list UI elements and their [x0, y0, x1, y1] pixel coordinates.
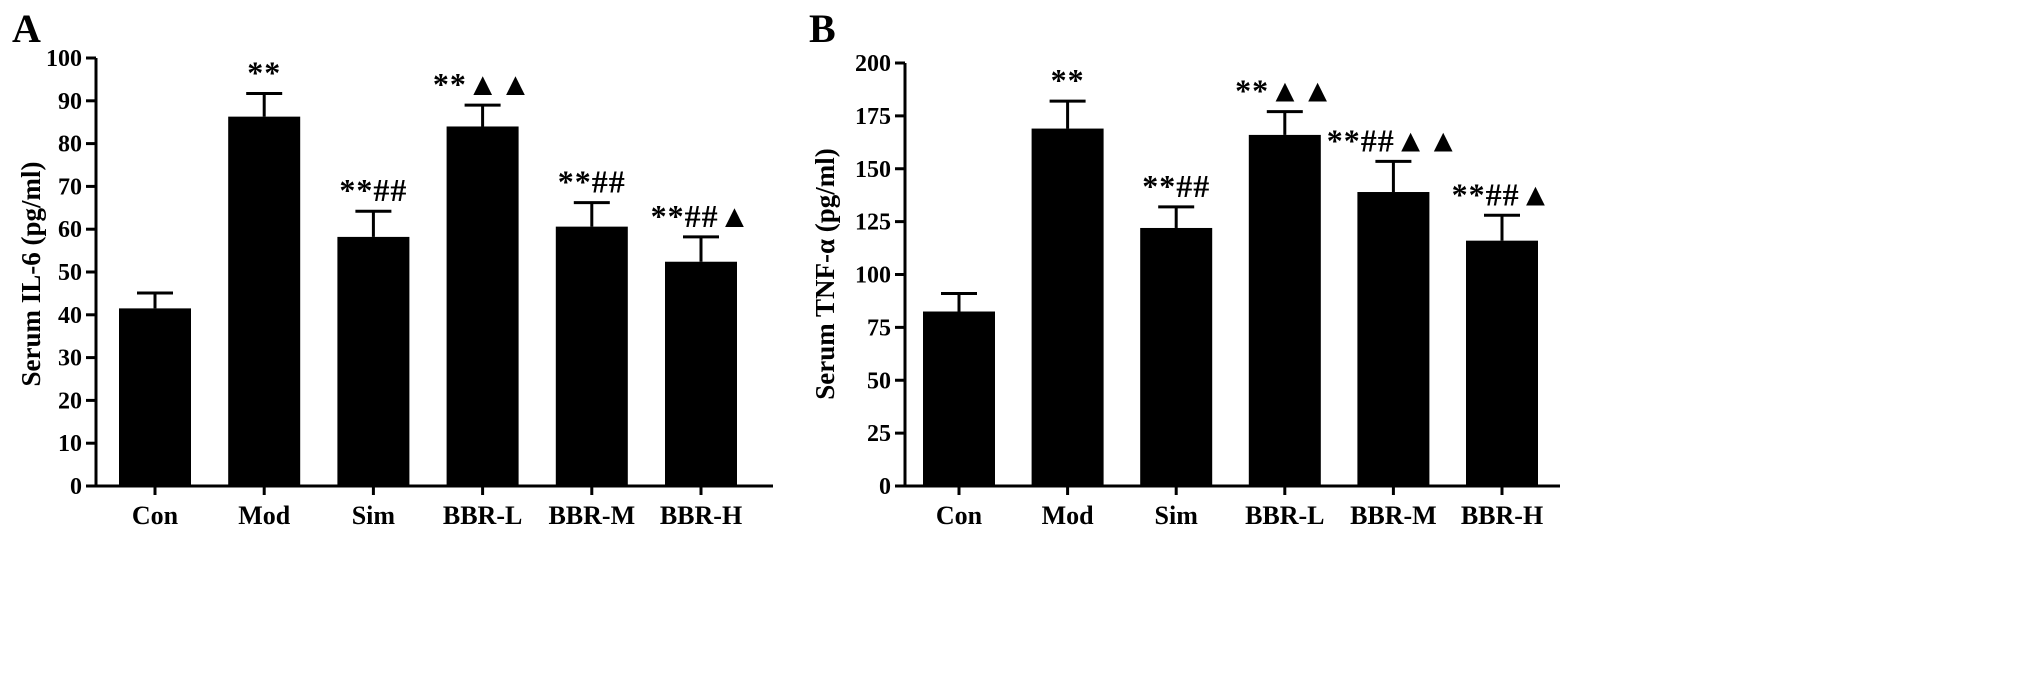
- panel-b-y-tick-label: 0: [879, 474, 891, 500]
- panel-b-y-tick-label: 200: [855, 51, 891, 77]
- panel-b-significance-label: **▲▲: [1235, 73, 1334, 109]
- panel-a-category-label: BBR-M: [548, 501, 635, 530]
- panel-b-y-tick-label: 25: [867, 421, 891, 447]
- panel-b-y-tick-label: 150: [855, 157, 891, 183]
- panel-a-y-tick-label: 60: [58, 217, 82, 243]
- panel-a-bar-bbr-m: [555, 226, 628, 486]
- panel-a-y-tick-label: 100: [46, 46, 82, 72]
- panel-b-bar-bbr-m: [1357, 192, 1430, 486]
- panel-a-y-tick-label: 20: [58, 388, 82, 414]
- panel-a-significance-label: **: [247, 55, 281, 91]
- panel-b-y-axis-label: Serum TNF-α (pg/ml): [810, 148, 840, 400]
- panel-b-bar-bbr-l: [1248, 134, 1321, 486]
- panel-a-bar-sim: [337, 236, 410, 486]
- panel-b-y-tick-label: 50: [867, 368, 891, 394]
- panel-a-category-label: BBR-L: [443, 501, 522, 530]
- panel-a-axes: 0 10 20 30 40 50 60 70 80 90 100 Con Mod Sim BBR-L BBR-…: [46, 46, 773, 530]
- panel-b-significance-label: **##▲: [1452, 176, 1553, 212]
- panel-b-y-tick-label: 125: [855, 210, 891, 236]
- panel-b-bar-sim: [1140, 227, 1213, 486]
- panel-a-y-tick-label: 0: [70, 474, 82, 500]
- panel-b-y-tick-label: 175: [855, 104, 891, 130]
- panel-a-significance-label: **##▲: [651, 198, 752, 234]
- panel-a-y-tick-label: 80: [58, 132, 82, 158]
- panel-b-category-label: Mod: [1042, 501, 1095, 530]
- panel-a-y-tick-label: 30: [58, 346, 82, 372]
- panel-b-letter: B: [809, 6, 836, 51]
- panel-a-y-axis-label: Serum IL-6 (pg/ml): [16, 162, 46, 387]
- panel-b-category-label: Sim: [1155, 501, 1199, 530]
- panel-b-significance-label: **##▲▲: [1327, 122, 1460, 158]
- panel-a-y-tick-label: 70: [58, 174, 82, 200]
- panel-a-bars: ** **## **▲▲ **## **##▲: [119, 55, 752, 487]
- panel-a-bar-bbr-h: [665, 261, 737, 486]
- panel-a-y-tick-label: 40: [58, 303, 82, 329]
- panel-a-significance-label: **▲▲: [433, 66, 532, 102]
- panel-a-significance-label: **##: [339, 172, 407, 208]
- panel-a-bar-con: [119, 308, 191, 486]
- panel-a-bar-mod: [228, 116, 301, 487]
- panel-b-y-tick-label: 75: [867, 315, 891, 341]
- panel-b-category-label: BBR-M: [1350, 501, 1437, 530]
- panel-b-axes: 0 25 50 75 100 125 150 175 200 Con Mod Sim BBR-L BBR-…: [855, 51, 1560, 530]
- panel-a-y-tick-label: 10: [58, 431, 82, 457]
- panel-b-bar-mod: [1031, 128, 1104, 486]
- panel-b-category-label: Con: [936, 501, 983, 530]
- panel-a-y-tick-label: 50: [58, 260, 82, 286]
- panel-b-category-label: BBR-L: [1245, 501, 1324, 530]
- panel-a-significance-label: **##: [558, 164, 626, 200]
- panel-a-bar-bbr-l: [446, 126, 519, 486]
- panel-a-category-label: Con: [132, 501, 179, 530]
- panel-a-category-label: BBR-H: [660, 501, 742, 530]
- panel-a-y-tick-label: 90: [58, 89, 82, 115]
- panel-a: A Serum IL-6 (pg/ml) 0 10 20 30 40 50 60 70 80 90…: [12, 6, 773, 530]
- panel-a-category-label: Mod: [238, 501, 291, 530]
- panel-b-significance-label: **: [1051, 62, 1085, 98]
- panel-b-bars: ** **## **▲▲ **##▲▲ **##▲: [923, 62, 1553, 486]
- panel-b-category-label: BBR-H: [1461, 501, 1543, 530]
- panel-b-bar-con: [923, 311, 995, 486]
- panel-b: B Serum TNF-α (pg/ml) 0 25 50 75 100 125 150 17…: [809, 6, 1560, 530]
- panel-b-significance-label: **##: [1142, 168, 1210, 204]
- panel-a-letter: A: [12, 6, 41, 51]
- panel-b-y-tick-label: 100: [855, 263, 891, 289]
- panel-a-category-label: Sim: [352, 501, 396, 530]
- panel-b-bar-bbr-h: [1466, 240, 1538, 486]
